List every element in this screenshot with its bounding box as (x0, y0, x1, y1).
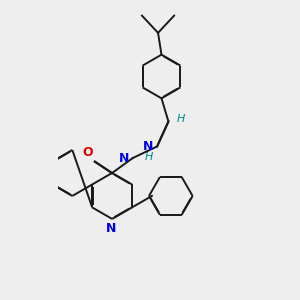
Text: N: N (143, 140, 153, 153)
Text: N: N (119, 152, 129, 164)
Text: H: H (176, 114, 185, 124)
Text: O: O (82, 146, 93, 159)
Text: N: N (106, 222, 116, 236)
Text: H: H (144, 152, 153, 162)
